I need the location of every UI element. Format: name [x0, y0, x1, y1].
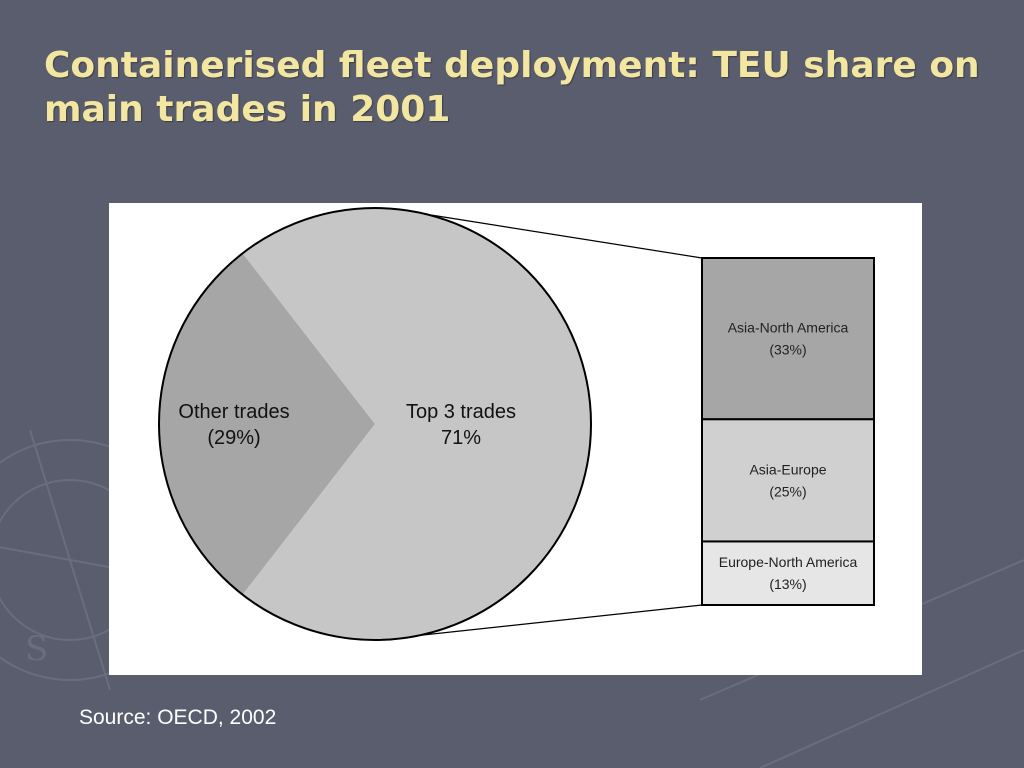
segment-label-asia-europe: Asia-Europe: [749, 461, 826, 477]
bar-segment-asia-europe: [701, 418, 875, 543]
segment-value-asia-north-america: (33%): [769, 342, 806, 358]
bar-segment-europe-north-america: [701, 540, 875, 606]
segment-label-europe-north-america: Europe-North America: [719, 554, 858, 570]
segment-value-asia-europe: (25%): [769, 483, 806, 499]
pie: [158, 207, 592, 641]
pie-label-other-trades: Other trades: [178, 401, 289, 423]
source-note: Source: OECD, 2002: [79, 706, 277, 729]
pie-value-other-trades: (29%): [207, 427, 260, 449]
segment-value-europe-north-america: (13%): [769, 576, 806, 592]
connector-lines: [413, 214, 703, 637]
pie-slice-top-3-trades: [242, 208, 592, 641]
bar-segment-asia-north-america: [701, 257, 875, 421]
chart-labels: Asia-North America (33%) Asia-Europe (25%) E…: [178, 320, 857, 593]
segment-label-asia-north-america: Asia-North America: [728, 320, 849, 336]
slide-title: Containerised fleet deployment: TEU shar…: [44, 45, 980, 130]
bar-of-pie-chart: Asia-North America (33%) Asia-Europe (25%) E…: [158, 207, 875, 641]
svg-text:S: S: [25, 629, 48, 669]
connector-bottom: [413, 604, 703, 637]
chart-panel: Asia-North America (33%) Asia-Europe (25%) E…: [109, 203, 922, 675]
breakdown-stack: [701, 257, 875, 606]
connector-top: [430, 214, 703, 259]
pie-label-top-3-trades: Top 3 trades: [406, 401, 516, 423]
pie-slice-other-trades: [159, 253, 375, 595]
pie-outline: [158, 207, 592, 641]
pie-value-top-3-trades: 71%: [441, 427, 481, 449]
